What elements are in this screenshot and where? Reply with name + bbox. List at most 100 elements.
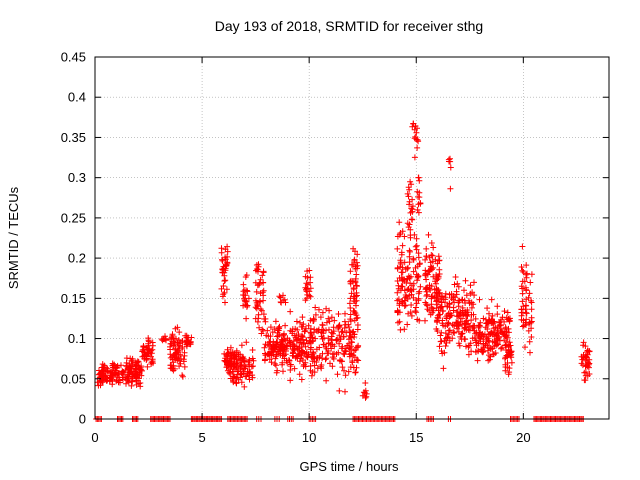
- data-point: [222, 265, 229, 272]
- data-point: [407, 273, 414, 280]
- data-point: [316, 344, 323, 351]
- data-point: [307, 274, 314, 281]
- data-point: [518, 283, 525, 290]
- data-point: [504, 329, 510, 336]
- data-point: [423, 253, 430, 260]
- data-point: [427, 311, 434, 318]
- data-point: [321, 341, 327, 348]
- data-point: [488, 296, 495, 303]
- data-point: [424, 291, 431, 298]
- y-axis-label: SRMTID / TECUs: [6, 186, 21, 289]
- data-point: [281, 336, 288, 343]
- data-point: [349, 329, 356, 336]
- data-point: [422, 256, 429, 263]
- data-point: [336, 322, 343, 329]
- data-point: [219, 257, 226, 264]
- plot-frame: [94, 56, 610, 420]
- y-tick-label: 0.25: [61, 210, 86, 225]
- data-point: [455, 313, 462, 320]
- data-point: [476, 296, 483, 303]
- data-point: [484, 305, 491, 312]
- y-tick-label: 0.05: [61, 371, 86, 386]
- data-point: [415, 295, 422, 302]
- data-point: [394, 309, 401, 316]
- data-point: [398, 251, 405, 258]
- data-point: [308, 372, 315, 379]
- data-point: [485, 331, 492, 338]
- data-point: [586, 371, 593, 377]
- data-point: [270, 351, 277, 358]
- data-point: [338, 358, 345, 365]
- data-point: [235, 367, 242, 373]
- data-point: [433, 285, 440, 292]
- data-point: [580, 354, 587, 360]
- data-point: [522, 306, 529, 313]
- data-point: [179, 372, 186, 379]
- data-point: [414, 316, 421, 323]
- data-point: [143, 355, 150, 362]
- x-tick-label: 20: [516, 430, 530, 445]
- data-point: [224, 260, 231, 267]
- data-point: [408, 205, 415, 212]
- data-point: [354, 314, 361, 321]
- data-point: [465, 297, 472, 304]
- data-point: [475, 347, 482, 354]
- data-point: [173, 335, 179, 342]
- data-point: [416, 177, 423, 184]
- data-point: [501, 308, 508, 315]
- data-point: [303, 337, 310, 344]
- data-point: [413, 309, 420, 316]
- data-point: [277, 299, 284, 305]
- data-point: [413, 136, 420, 143]
- data-point: [342, 372, 349, 379]
- data-point: [423, 286, 430, 293]
- data-point: [397, 326, 404, 333]
- data-point: [133, 381, 140, 388]
- data-point: [438, 304, 445, 311]
- y-tick-label: 0.3: [68, 170, 86, 185]
- data-point: [219, 293, 226, 300]
- data-point: [523, 302, 530, 309]
- x-tick-label: 15: [409, 430, 423, 445]
- data-point: [442, 343, 449, 349]
- data-point: [362, 394, 369, 401]
- data-point: [428, 240, 435, 246]
- data-point: [218, 245, 225, 252]
- data-point: [456, 312, 463, 319]
- data-point: [519, 290, 526, 297]
- data-point: [347, 295, 354, 302]
- data-point: [127, 364, 134, 371]
- data-point: [303, 286, 310, 293]
- data-point: [301, 328, 308, 335]
- data-point: [447, 164, 454, 171]
- data-point: [241, 358, 248, 365]
- data-point: [525, 294, 532, 301]
- data-point: [280, 368, 286, 375]
- data-point: [111, 370, 118, 377]
- data-point: [407, 234, 414, 241]
- data-point: [354, 265, 360, 272]
- data-point: [339, 364, 346, 371]
- data-point: [436, 257, 443, 264]
- data-point: [118, 362, 124, 369]
- x-axis-label: GPS time / hours: [300, 459, 399, 474]
- data-point: [485, 357, 492, 364]
- data-point: [137, 380, 144, 386]
- data-point: [294, 336, 301, 343]
- data-point: [354, 251, 361, 258]
- data-point: [463, 292, 470, 299]
- data-point: [246, 368, 253, 375]
- data-point: [299, 314, 306, 321]
- data-point: [527, 279, 534, 286]
- data-point: [305, 322, 312, 329]
- data-point: [521, 278, 528, 285]
- data-point: [259, 272, 266, 279]
- data-point: [253, 299, 260, 306]
- data-point: [401, 233, 408, 240]
- data-point: [233, 347, 240, 354]
- data-point: [494, 336, 501, 343]
- data-point: [112, 367, 119, 374]
- data-point: [276, 325, 283, 332]
- data-point: [454, 280, 461, 287]
- data-point: [243, 339, 250, 346]
